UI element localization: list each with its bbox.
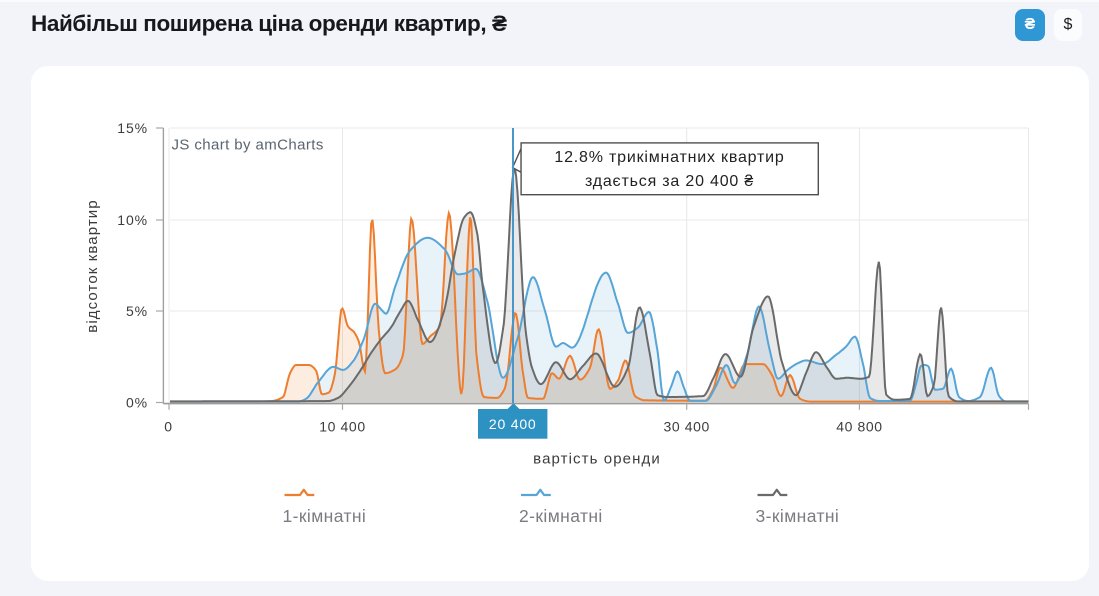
svg-text:15%: 15%: [117, 120, 148, 136]
svg-text:30 400: 30 400: [663, 419, 709, 435]
svg-text:3-кімнатні: 3-кімнатні: [756, 506, 840, 526]
svg-text:2-кімнатні: 2-кімнатні: [519, 506, 603, 526]
svg-text:40 800: 40 800: [836, 419, 882, 435]
svg-text:відсоток квартир: відсоток квартир: [84, 199, 101, 332]
svg-text:5%: 5%: [126, 303, 148, 319]
svg-text:20 400: 20 400: [489, 416, 537, 432]
svg-text:10%: 10%: [117, 212, 148, 228]
svg-text:JS chart by amCharts: JS chart by amCharts: [172, 137, 324, 154]
svg-text:12.8% трикімнатних квартир: 12.8% трикімнатних квартир: [554, 149, 784, 166]
svg-text:вартість оренди: вартість оренди: [533, 451, 661, 468]
svg-text:1-кімнатні: 1-кімнатні: [283, 506, 367, 526]
svg-text:0: 0: [164, 419, 172, 435]
svg-text:здається за 20 400 ₴: здається за 20 400 ₴: [585, 173, 754, 190]
svg-text:10 400: 10 400: [319, 419, 365, 435]
svg-text:0%: 0%: [126, 395, 148, 411]
